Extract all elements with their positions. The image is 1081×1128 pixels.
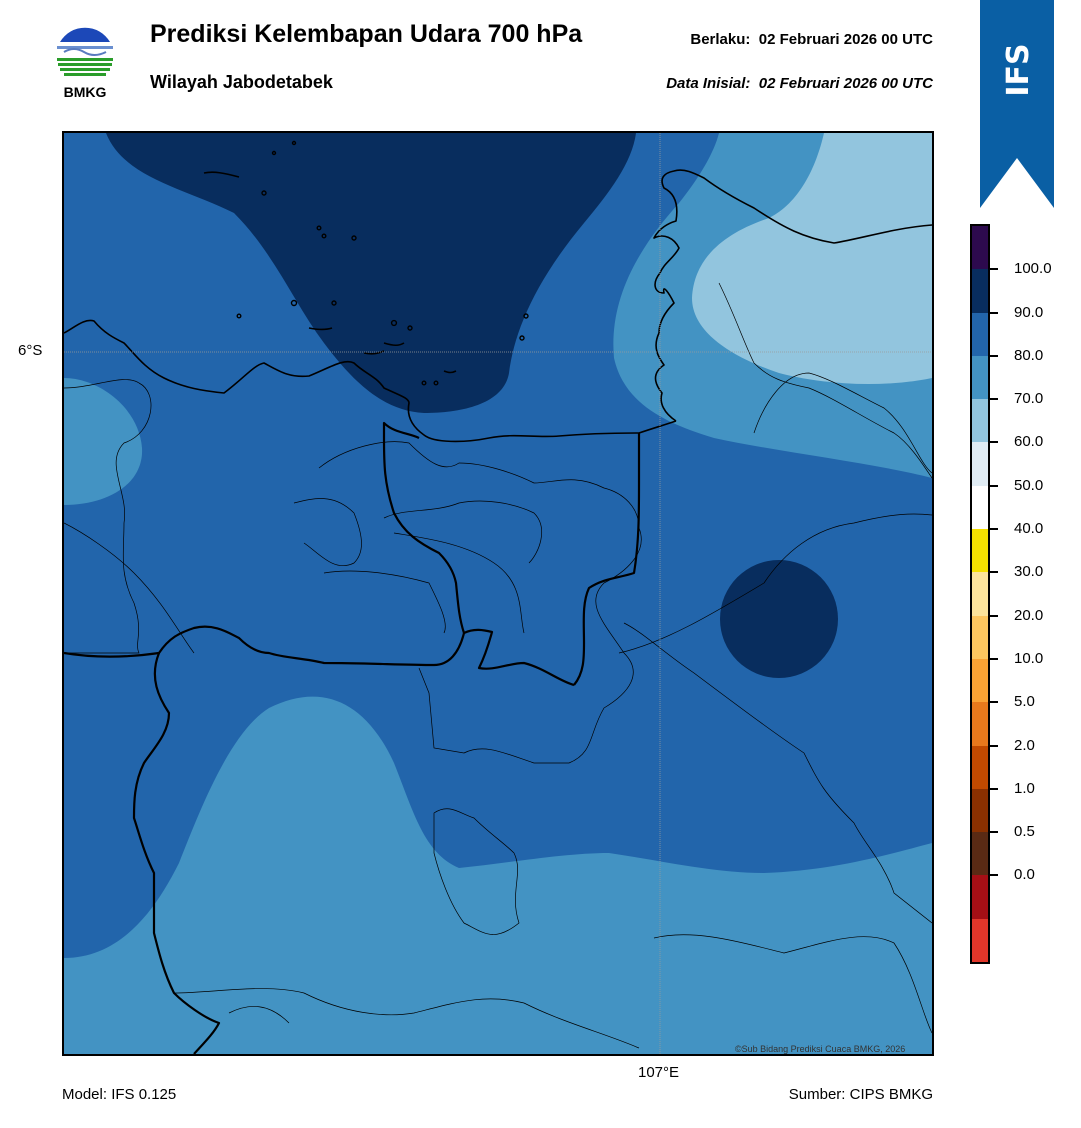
colorbar-tick [990,571,998,574]
page-title: Prediksi Kelembapan Udara 700 hPa [150,20,583,48]
humidity-zone-90-100-east [720,560,838,678]
colorbar-segment [972,442,988,487]
humidity-zone-60-70 [692,133,932,385]
logo-text: BMKG [63,84,107,100]
colorbar-label: 5.0 [1014,693,1035,711]
model-ribbon: IFS [980,0,1054,208]
colorbar [970,224,990,964]
colorbar-tick [990,614,998,617]
valid-time-value: 02 Februari 2026 00 UTC [758,31,933,48]
colorbar-label: 70.0 [1014,390,1044,408]
colorbar-segment [972,615,988,660]
init-time: Data Inisial: 02 Februari 2026 00 UTC [666,75,933,92]
colorbar-segment [972,658,988,703]
colorbar-segment [972,399,988,443]
colorbar-tick [990,354,998,357]
colorbar-tick [990,268,998,271]
valid-time-label: Berlaku: [690,31,751,48]
valid-time: Berlaku: 02 Februari 2026 00 UTC [690,31,933,48]
colorbar-segment [972,572,988,617]
model-info: Model: IFS 0.125 [62,1086,177,1103]
colorbar-label: 2.0 [1014,736,1035,754]
colorbar-segment [972,226,988,270]
humidity-map [62,131,934,1056]
init-time-value: 02 Februari 2026 00 UTC [758,75,933,92]
colorbar-tick [990,701,998,704]
colorbar-segment [972,355,988,400]
region-subtitle: Wilayah Jabodetabek [150,72,333,92]
colorbar-label: 10.0 [1014,649,1044,667]
colorbar-tick [990,874,998,877]
colorbar-tick [990,398,998,401]
colorbar-tick [990,441,998,444]
colorbar-label: 50.0 [1014,476,1044,494]
latitude-label: 6°S [18,342,43,359]
model-badge: IFS [1001,43,1036,96]
colorbar-segment [972,702,988,747]
colorbar-label: 60.0 [1014,433,1044,451]
islands [236,140,529,386]
colorbar-tick [990,787,998,790]
colorbar-segment [972,788,988,833]
longitude-label: 107°E [638,1064,680,1081]
colorbar-segment [972,529,988,573]
colorbar-label: 0.5 [1014,823,1035,841]
colorbar-tick [990,831,998,834]
map-credit: ©Sub Bidang Prediksi Cuaca BMKG, 2026 [735,1044,906,1054]
colorbar-segment [972,312,988,357]
colorbar-label: 100.0 [1014,260,1052,278]
colorbar-segment [972,485,988,530]
init-time-label: Data Inisial: [666,75,751,92]
bmkg-logo [52,20,118,102]
humidity-zone-70-80-west [64,378,143,505]
colorbar-segment [972,745,988,790]
colorbar-tick [990,311,998,314]
colorbar-segment [972,269,988,314]
data-source: Sumber: CIPS BMKG [788,1086,933,1103]
colorbar-label: 1.0 [1014,779,1035,797]
colorbar-label: 90.0 [1014,303,1044,321]
coastline [64,169,932,443]
colorbar-segment [972,875,988,920]
colorbar-tick [990,657,998,660]
district-boundaries [64,282,932,1049]
colorbar-segment [972,832,988,876]
colorbar-label: 40.0 [1014,520,1044,538]
humidity-zone-70-80-south [64,696,932,1054]
colorbar-tick [990,744,998,747]
colorbar-label: 80.0 [1014,346,1044,364]
colorbar-label: 30.0 [1014,563,1044,581]
humidity-zone-90-100-north [106,133,636,413]
colorbar-tick [990,484,998,487]
colorbar-label: 0.0 [1014,866,1035,884]
colorbar-segment [972,918,988,963]
graticule [64,133,932,1054]
colorbar-label: 20.0 [1014,606,1044,624]
province-boundaries [64,421,641,1054]
colorbar-tick [990,528,998,531]
